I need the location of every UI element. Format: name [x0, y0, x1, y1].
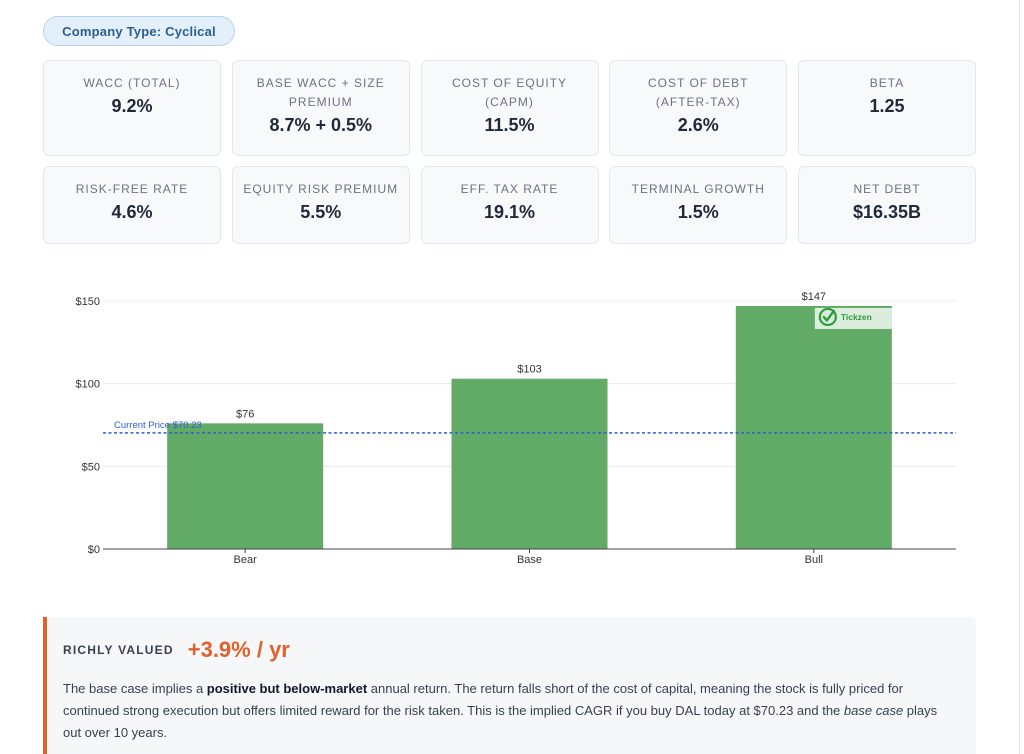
bar-bull — [735, 305, 892, 549]
metric-card-beta: BETA 1.25 — [798, 60, 976, 156]
metric-label: BETA — [869, 76, 905, 90]
implied-cagr-value: +3.9% / yr — [187, 637, 290, 662]
metric-label: COST OF EQUITY (CAPM) — [451, 76, 568, 109]
metric-label: TERMINAL GROWTH — [631, 182, 765, 196]
metric-card-eff-tax-rate: EFF. TAX RATE 19.1% — [420, 166, 599, 244]
metric-card-cost-of-debt: COST OF DEBT (AFTER-TAX) 2.6% — [609, 60, 788, 156]
metric-card-base-wacc: BASE WACC + SIZE PREMIUM 8.7% + 0.5% — [231, 60, 410, 156]
metric-card-risk-free-rate: RISK-FREE RATE 4.6% — [43, 166, 221, 244]
y-tick-label: $100 — [76, 379, 100, 391]
metric-value: 9.2% — [111, 96, 153, 116]
verdict-italic: base case — [843, 703, 904, 718]
metric-label: EQUITY RISK PREMIUM — [243, 182, 399, 196]
metric-value: $16.35B — [852, 202, 922, 222]
metric-label: NET DEBT — [853, 182, 921, 196]
y-tick-label: $0 — [88, 544, 100, 556]
metric-value: 1.5% — [677, 202, 719, 222]
metric-label: RISK-FREE RATE — [75, 182, 189, 196]
metric-card-terminal-growth: TERMINAL GROWTH 1.5% — [609, 166, 788, 244]
metric-card-cost-of-equity: COST OF EQUITY (CAPM) 11.5% — [420, 60, 599, 156]
metric-label: EFF. TAX RATE — [460, 182, 559, 196]
scenario-valuation-chart: $0 $50 $100 $150 $76 Bear $103 Base $147 Bull Curr… — [76, 291, 956, 566]
bar-bear — [167, 423, 324, 549]
metric-card-net-debt: NET DEBT $16.35B — [798, 166, 976, 244]
metric-value: 11.5% — [484, 115, 535, 135]
metric-card-equity-risk-premium: EQUITY RISK PREMIUM 5.5% — [231, 166, 410, 244]
metrics-grid: WACC (TOTAL) 9.2% BASE WACC + SIZE PREMI… — [43, 60, 976, 244]
metric-label: BASE WACC + SIZE PREMIUM — [256, 76, 385, 109]
verdict-text-part: annual return. The return falls short of… — [63, 681, 904, 718]
bar-value-label: $103 — [517, 364, 541, 376]
metric-value: 1.25 — [869, 96, 905, 116]
page-divider — [1019, 0, 1020, 754]
watermark-logo-text: Tickzen — [841, 312, 872, 322]
x-tick-label: Base — [517, 554, 542, 566]
watermark-check-icon — [818, 307, 837, 327]
bar-value-label: $147 — [802, 291, 826, 303]
metric-label: COST OF DEBT (AFTER-TAX) — [648, 76, 749, 109]
y-tick-label: $150 — [76, 296, 100, 308]
bar-base — [451, 378, 608, 549]
verdict-text-part: plays out over 10 years. — [63, 703, 938, 740]
bar-value-label: $76 — [236, 408, 254, 420]
company-type-badge: Company Type: Cyclical — [43, 16, 235, 46]
current-price-label: Current Price $70.23 — [114, 420, 202, 431]
metric-value: 5.5% — [300, 202, 342, 222]
metric-value: 4.6% — [111, 202, 153, 222]
verdict-text-part: The base case implies a — [63, 681, 207, 696]
x-tick-label: Bull — [805, 554, 823, 566]
metric-value: 2.6% — [677, 115, 719, 135]
verdict-tag: RICHLY VALUED — [63, 643, 174, 657]
metric-label: WACC (TOTAL) — [83, 76, 181, 90]
verdict-emphasis: positive but below-market — [206, 681, 368, 696]
valuation-verdict-panel: RICHLY VALUED +3.9% / yr The base case i… — [43, 617, 976, 754]
watermark-check-mark — [822, 309, 836, 322]
verdict-description: The base case implies a positive but bel… — [63, 678, 946, 744]
metric-card-wacc-total: WACC (TOTAL) 9.2% — [43, 60, 221, 156]
y-tick-label: $50 — [82, 461, 100, 473]
metric-value: 8.7% + 0.5% — [269, 115, 373, 135]
metric-value: 19.1% — [483, 202, 536, 222]
x-tick-label: Bear — [234, 554, 258, 566]
